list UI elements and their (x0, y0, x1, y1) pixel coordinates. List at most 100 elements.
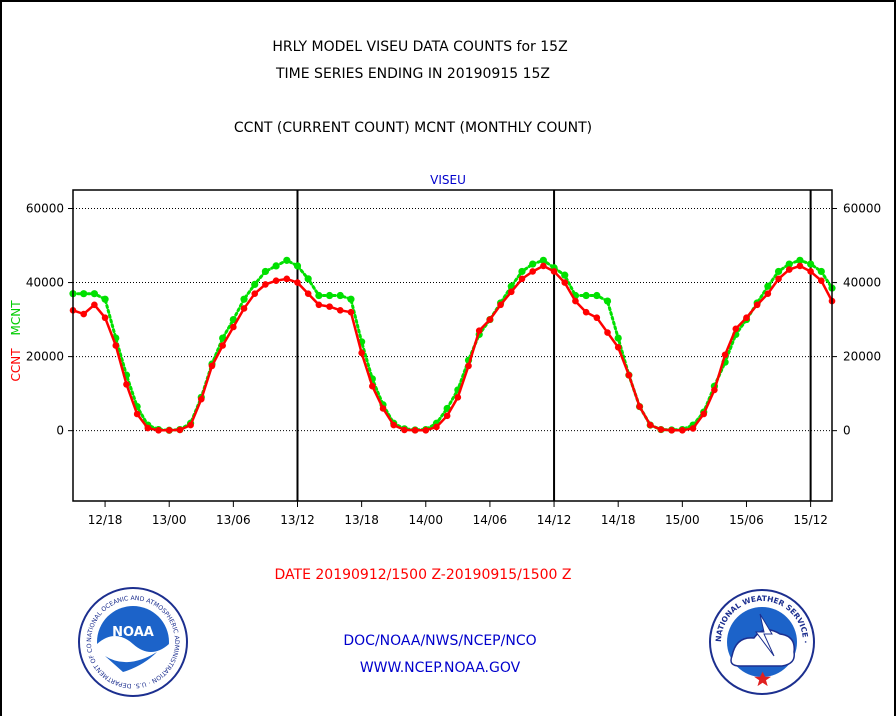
org-label: DOC/NOAA/NWS/NCEP/NCO (343, 633, 536, 649)
mcnt-data-point (272, 262, 280, 270)
ccnt-data-point (604, 329, 611, 336)
mcnt-data-point (785, 260, 793, 268)
ccnt-data-point (336, 307, 344, 314)
ccnt-data-point (283, 275, 291, 283)
subtitle: CCNT (CURRENT COUNT) MCNT (MONTHLY COUNT… (234, 120, 592, 136)
x-tick-label: 14/12 (537, 513, 572, 527)
ccnt-data-point (593, 314, 601, 322)
ccnt-data-point (262, 281, 269, 288)
title-line-2: TIME SERIES ENDING IN 20190915 15Z (275, 66, 550, 82)
ccnt-data-point (187, 421, 194, 429)
mcnt-data-point (807, 260, 815, 268)
ccnt-data-point (123, 381, 130, 388)
title-line-1: HRLY MODEL VISEU DATA COUNTS for 15Z (272, 39, 567, 55)
mcnt-data-point (347, 295, 355, 303)
ccnt-data-point (625, 371, 633, 379)
noaa-logo: NOAA NATIONAL OCEANIC AND ATMOSPHERIC AD… (78, 587, 188, 697)
ccnt-data-point (614, 344, 622, 351)
ccnt-data-point (112, 342, 120, 349)
ccnt-data-point (764, 290, 772, 297)
ccnt-data-point (689, 425, 697, 432)
ccnt-data-point (679, 426, 686, 434)
nws-logo: NATIONAL WEATHER SERVICE · (709, 589, 815, 695)
mcnt-data-point (614, 334, 622, 342)
ccnt-data-point (379, 405, 387, 412)
ccnt-data-point (433, 423, 440, 431)
ccnt-data-point (582, 308, 590, 316)
ccnt-data-point (743, 314, 750, 322)
mcnt-data-point (774, 267, 783, 276)
ccnt-data-point (507, 288, 515, 296)
ccnt-data-point (176, 426, 184, 434)
mcnt-data-point (593, 291, 601, 300)
ccnt-data-point (529, 268, 536, 275)
ccnt-data-point (475, 327, 483, 334)
mcnt-data-point (240, 295, 248, 303)
ccnt-data-point (304, 290, 312, 297)
mcnt-data-point (539, 256, 547, 264)
ccnt-data-point (753, 301, 761, 309)
mcnt-data-point (336, 291, 344, 300)
ccnt-data-point (240, 305, 248, 312)
ccnt-data-point (230, 323, 237, 331)
mcnt-data-point (325, 291, 334, 300)
mcnt-data-point (561, 271, 569, 279)
ccnt-data-point (796, 262, 804, 270)
ccnt-data-point (785, 266, 793, 273)
mcnt-data-point (764, 282, 772, 290)
ccnt-data-point (251, 290, 259, 297)
grid-layer (73, 190, 832, 501)
ccnt-data-point (272, 277, 280, 285)
ccnt-data-point (219, 342, 226, 349)
mcnt-data-point (283, 256, 291, 264)
ccnt-data-point (818, 277, 825, 285)
x-tick-label: 13/06 (216, 513, 251, 527)
y-tick-label-left: 40000 (26, 276, 64, 290)
mcnt-data-point (101, 295, 109, 303)
ccnt-data-point (486, 316, 494, 323)
mcnt-data-point (251, 280, 259, 289)
ccnt-data-point (561, 279, 569, 286)
ccnt-series-line (71, 264, 834, 432)
x-tick-label: 14/06 (473, 513, 508, 527)
ccnt-data-point (91, 301, 98, 309)
ccnt-data-point (657, 426, 665, 433)
ccnt-data-point (133, 410, 141, 418)
ccnt-data-point (315, 301, 323, 309)
x-tick-label: 15/12 (793, 513, 828, 527)
ccnt-data-point (80, 310, 87, 318)
mcnt-data-point (229, 315, 237, 324)
ccnt-data-point (422, 426, 430, 434)
ccnt-data-point (732, 325, 740, 333)
y-tick-label-right: 60000 (843, 202, 881, 216)
ccnt-data-point (294, 279, 301, 286)
y-tick-label-right: 40000 (843, 276, 881, 290)
ccnt-data-point (518, 275, 526, 283)
mcnt-data-point (796, 256, 804, 264)
ccnt-data-point (197, 395, 205, 403)
ccnt-data-point (465, 362, 472, 370)
mcnt-data-point (518, 267, 526, 276)
website-link[interactable]: WWW.NCEP.NOAA.GOV (360, 660, 521, 676)
ccnt-data-point (401, 426, 408, 434)
ccnt-data-point (358, 349, 365, 357)
plot-frame (72, 189, 833, 502)
date-range-label: DATE 20190912/1500 Z-20190915/1500 Z (275, 567, 572, 583)
ccnt-data-point (208, 362, 216, 370)
ccnt-data-point (497, 301, 504, 309)
series-layer (69, 256, 836, 434)
x-tick-label: 14/18 (601, 513, 636, 527)
y-tick-label-left: 20000 (26, 350, 64, 364)
x-tick-label: 13/18 (344, 513, 379, 527)
x-tick-label: 13/12 (280, 513, 315, 527)
ccnt-data-point (347, 308, 355, 316)
y-tick-label-left: 0 (56, 424, 64, 438)
ccnt-data-point (711, 386, 718, 394)
ccnt-data-point (636, 403, 643, 410)
ccnt-data-point (326, 303, 333, 310)
x-tick-label: 12/18 (88, 513, 123, 527)
mcnt-data-point (293, 262, 302, 270)
mcnt-data-point (529, 260, 537, 268)
mcnt-data-point (603, 297, 612, 305)
